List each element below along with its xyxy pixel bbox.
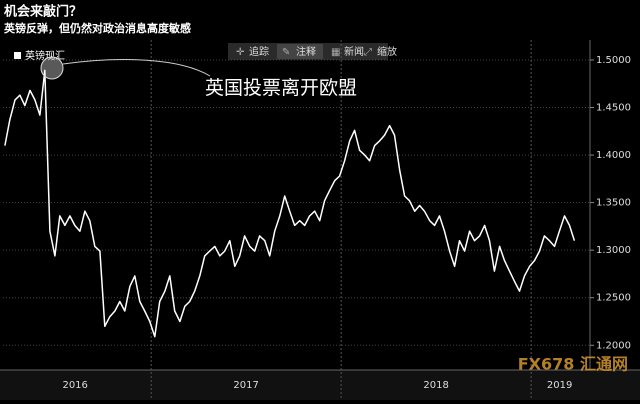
- annotation-connector: [62, 59, 211, 77]
- x-axis-band: [0, 370, 640, 400]
- icon: ✛: [236, 47, 245, 58]
- toolbar-item[interactable]: 新闻: [344, 45, 364, 58]
- toolbar-item[interactable]: 注释: [296, 45, 316, 58]
- toolbar-item[interactable]: 追踪: [249, 45, 269, 58]
- x-tick-label: 2017: [233, 380, 258, 391]
- y-tick-label: 1.2000: [596, 340, 631, 351]
- toolbar-item[interactable]: 缩放: [377, 45, 397, 58]
- y-tick-label: 1.4500: [596, 103, 631, 114]
- toolbar-active: [277, 44, 323, 59]
- toolbar-track[interactable]: ✛ 追踪: [236, 45, 269, 58]
- toolbar-news[interactable]: ▦ 新闻: [331, 45, 364, 58]
- icon: ▦: [331, 47, 340, 58]
- x-tick-label: 2016: [62, 380, 87, 391]
- y-tick-label: 1.3500: [596, 198, 631, 209]
- toolbar-annotate[interactable]: ✎ 注释: [277, 44, 323, 59]
- y-tick-label: 1.5000: [596, 55, 631, 66]
- toolbar-zoom[interactable]: ⤢ 缩放: [364, 45, 397, 58]
- y-tick-label: 1.3000: [596, 245, 631, 256]
- y-tick-label: 1.2500: [596, 293, 631, 304]
- chart-subtitle: 英镑反弹，但仍然对政治消息高度敏感: [3, 21, 191, 35]
- icon: ⤢: [364, 47, 372, 58]
- y-tick-label: 1.4000: [596, 150, 631, 161]
- watermark: FX678 汇通网: [518, 355, 628, 374]
- x-tick-label: 2019: [547, 380, 572, 391]
- price-line: [4, 69, 576, 338]
- annotation: 英国投票离开欧盟: [205, 77, 357, 99]
- icon: ✎: [282, 47, 290, 58]
- chart-title: 机会来敲门？: [4, 4, 82, 20]
- legend-label: 英镑现汇: [25, 49, 65, 62]
- legend-swatch: [14, 52, 21, 59]
- highlight-circle: [40, 56, 64, 80]
- x-tick-label: 2018: [423, 380, 448, 391]
